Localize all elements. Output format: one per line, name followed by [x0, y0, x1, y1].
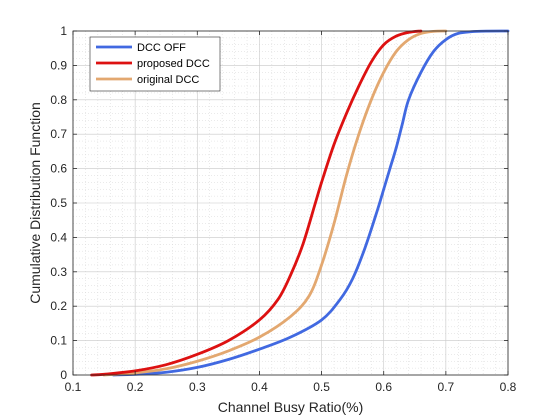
x-tick-label: 0.5 — [313, 380, 330, 394]
y-tick-label: 0.1 — [50, 334, 67, 348]
x-tick-label: 0.4 — [251, 380, 268, 394]
x-tick-label: 0.2 — [127, 380, 144, 394]
y-tick-labels: 0 0.1 0.2 0.3 0.4 0.5 0.6 0.7 0.8 0.9 1 — [50, 24, 67, 382]
y-tick-label: 1 — [60, 24, 67, 38]
x-axis-label: Channel Busy Ratio(%) — [218, 399, 364, 415]
x-tick-label: 0.8 — [500, 380, 517, 394]
x-tick-label: 0.1 — [65, 380, 82, 394]
series-layer — [90, 29, 510, 377]
y-tick-label: 0.9 — [50, 58, 67, 72]
x-tick-label: 0.7 — [438, 380, 455, 394]
x-tick-label: 0.3 — [189, 380, 206, 394]
series-line-dcc-off — [111, 29, 510, 377]
y-tick-label: 0 — [60, 368, 67, 382]
major-grid — [72, 30, 509, 376]
y-tick-label: 0.4 — [50, 230, 67, 244]
y-tick-label: 0.3 — [50, 265, 67, 279]
y-tick-label: 0.5 — [50, 196, 67, 210]
y-axis-label: Cumulative Distribution Function — [27, 102, 43, 304]
legend-label-dcc-off: DCC OFF — [137, 42, 186, 54]
y-tick-label: 0.2 — [50, 299, 67, 313]
series-line-original-dcc — [102, 29, 448, 377]
y-tick-label: 0.7 — [50, 127, 67, 141]
y-tick-label: 0.6 — [50, 162, 67, 176]
legend: DCC OFF proposed DCC original DCC — [89, 36, 221, 92]
axis-ticks — [72, 30, 509, 376]
y-tick-label: 0.8 — [50, 93, 67, 107]
x-tick-labels: 0.1 0.2 0.3 0.4 0.5 0.6 0.7 0.8 — [65, 380, 517, 394]
legend-label-proposed-dcc: proposed DCC — [137, 58, 210, 70]
legend-label-original-dcc: original DCC — [137, 74, 199, 86]
x-tick-label: 0.6 — [375, 380, 392, 394]
series-line-proposed-dcc — [90, 29, 423, 377]
